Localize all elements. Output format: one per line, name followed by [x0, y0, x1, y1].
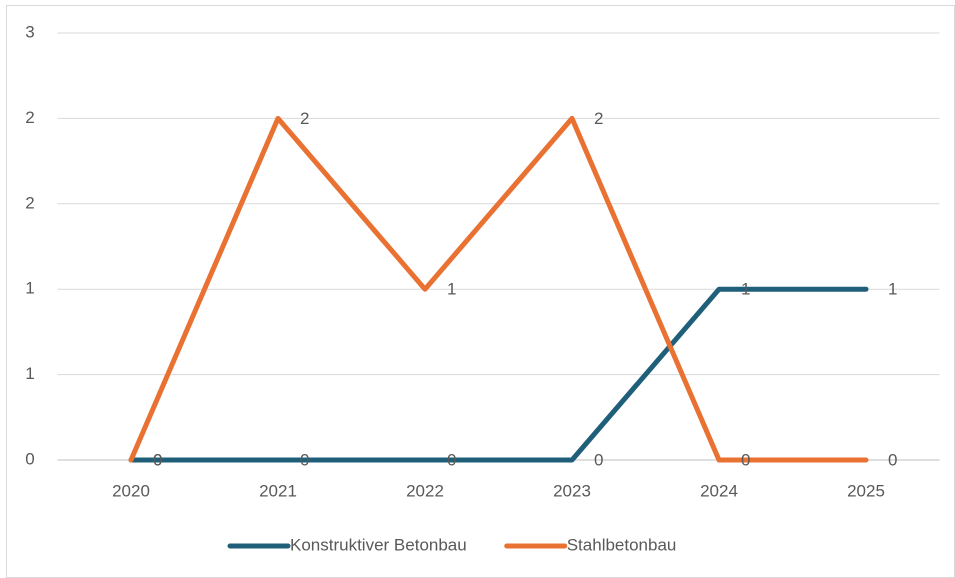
y-tick-label: 0	[25, 449, 34, 468]
y-tick-label: 3	[25, 22, 34, 41]
x-tick-label: 2022	[406, 481, 444, 500]
data-label: 0	[153, 450, 162, 469]
x-tick-label: 2024	[700, 481, 738, 500]
data-label: 0	[447, 450, 456, 469]
data-label: 1	[447, 280, 456, 299]
x-tick-label: 2020	[112, 481, 150, 500]
data-label: 1	[741, 280, 750, 299]
y-tick-label: 2	[25, 108, 34, 127]
y-tick-label: 2	[25, 193, 34, 212]
series-line	[128, 115, 869, 463]
x-tick-label: 2023	[553, 481, 591, 500]
legend-label: Konstruktiver Betonbau	[290, 535, 467, 554]
data-label: 0	[153, 450, 162, 469]
data-label: 0	[888, 450, 897, 469]
data-label: 2	[594, 109, 603, 128]
data-label: 0	[741, 450, 750, 469]
x-tick-label: 2021	[259, 481, 297, 500]
x-tick-label: 2025	[847, 481, 885, 500]
data-label: 0	[594, 450, 603, 469]
series-line	[128, 286, 869, 463]
y-tick-label: 1	[25, 279, 34, 298]
data-label: 2	[300, 109, 309, 128]
data-label: 1	[888, 280, 897, 299]
legend-label: Stahlbetonbau	[567, 535, 677, 554]
data-label: 0	[300, 450, 309, 469]
y-tick-label: 1	[25, 364, 34, 383]
